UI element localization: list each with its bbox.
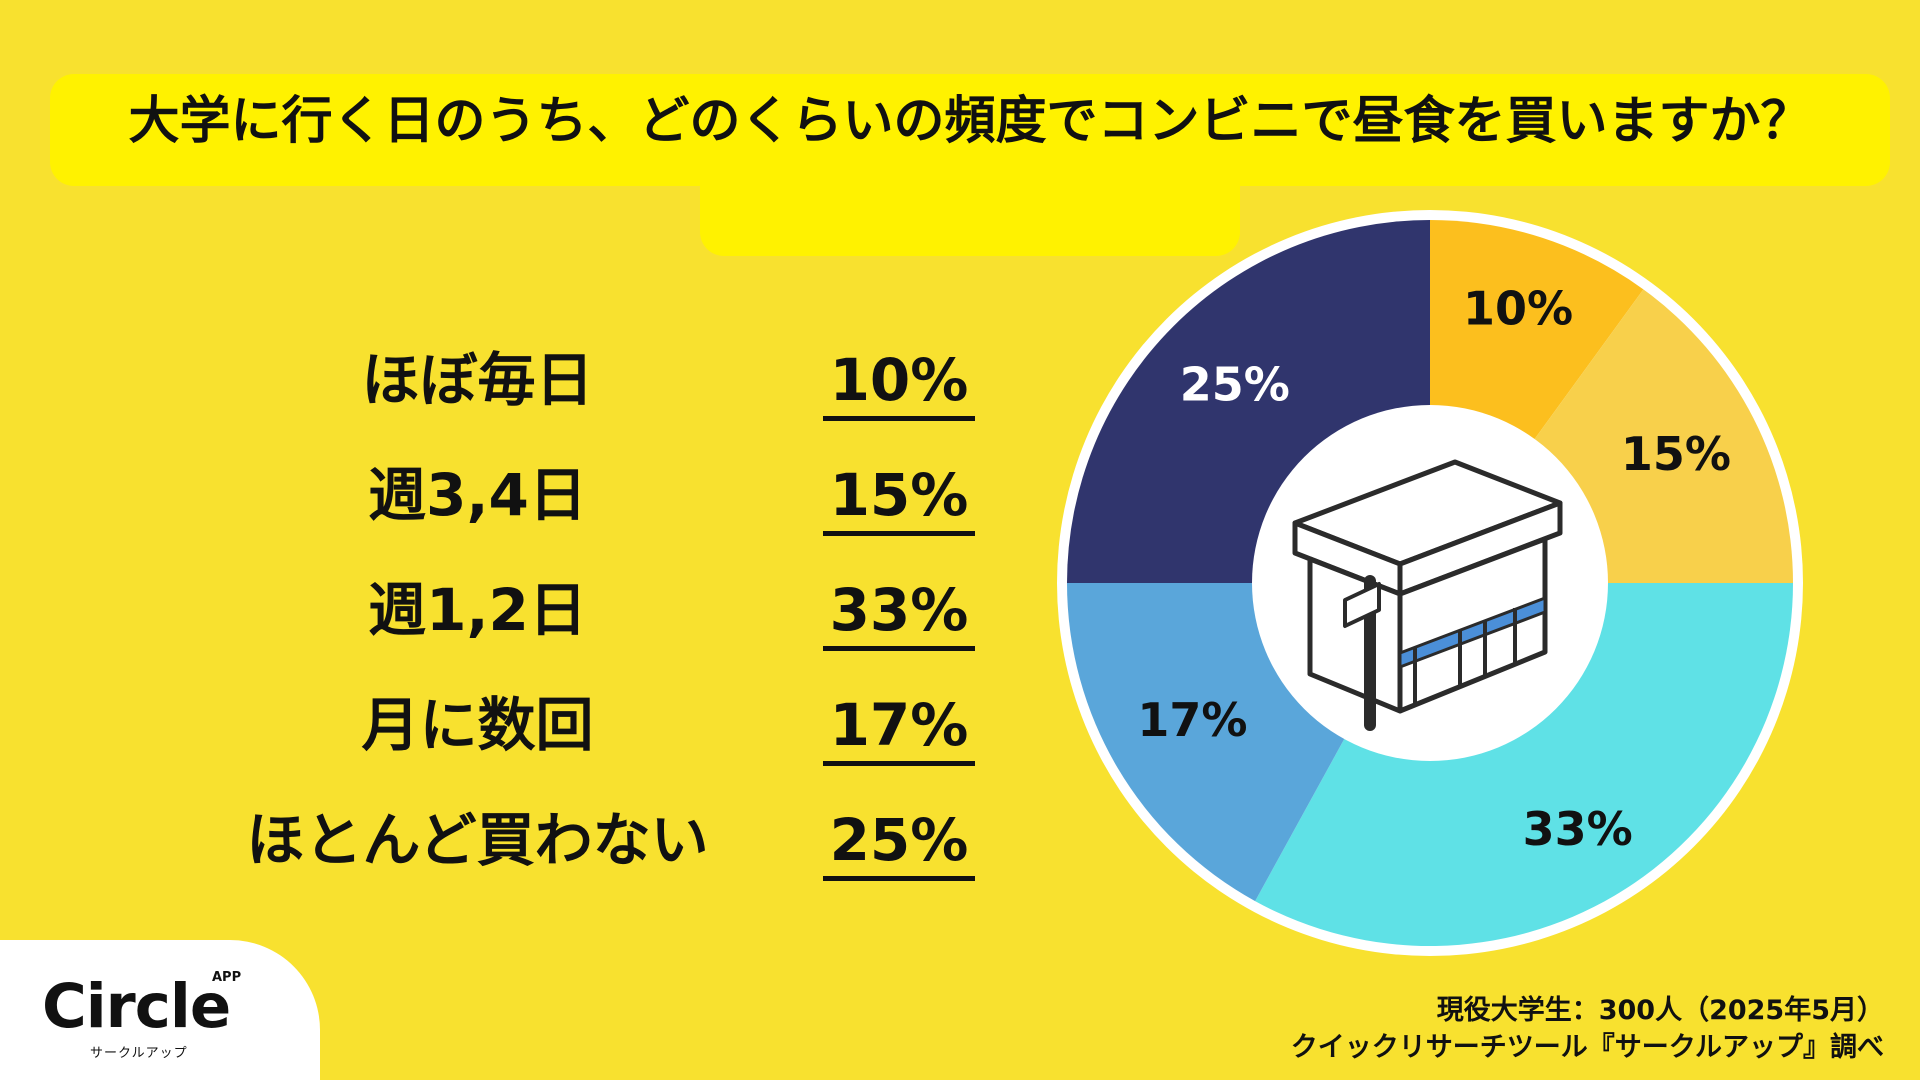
result-label-3-4-days: 週3,4日 xyxy=(368,461,587,529)
result-label-daily: ほぼ毎日 xyxy=(361,346,594,414)
convenience-store-icon xyxy=(1292,459,1563,731)
donut-chart-svg: 10% 15% 33% 17% 25% xyxy=(1057,210,1803,956)
result-row-daily: ほぼ毎日 10% xyxy=(170,340,1020,455)
pie-slice-label-3: 17% xyxy=(1137,693,1247,747)
result-value-3-4-days: 15% xyxy=(823,459,975,536)
result-label-1-2-days: 週1,2日 xyxy=(368,576,587,644)
result-row-few-times-month: 月に数回 17% xyxy=(170,685,1020,800)
logo-main-text: Circle xyxy=(42,971,231,1042)
result-list: ほぼ毎日 10% 週3,4日 15% 週1,2日 33% 月に数回 17% ほと… xyxy=(170,340,1020,915)
chart-title: 大学に行く日のうち、どのくらいの頻度でコンビニで昼食を買いますか？ xyxy=(128,92,1812,151)
result-value-daily: 10% xyxy=(823,344,975,421)
pie-slice-label-1: 15% xyxy=(1621,427,1731,481)
result-value-rarely: 25% xyxy=(823,804,975,881)
store-roof-right xyxy=(1397,500,1563,597)
result-label-few-times-month: 月に数回 xyxy=(361,691,594,759)
footnote-line-2: クイックリサーチツール『サークルアップ』調べ xyxy=(1290,1032,1884,1063)
pie-slice-label-2: 33% xyxy=(1523,802,1633,856)
result-label-rarely: ほとんど買わない xyxy=(246,806,709,874)
result-row-rarely: ほとんど買わない 25% xyxy=(170,800,1020,915)
result-value-few-times-month: 17% xyxy=(823,689,975,766)
donut-chart: 10% 15% 33% 17% 25% xyxy=(1055,208,1805,958)
pie-slice-label-4: 25% xyxy=(1180,357,1290,411)
result-row-1-2-days: 週1,2日 33% xyxy=(170,570,1020,685)
footnote-line-1: 現役大学生：300人（2025年5月） xyxy=(1436,995,1884,1026)
store-stripe xyxy=(1398,595,1547,670)
survey-footnote: 現役大学生：300人（2025年5月） クイックリサーチツール『サークルアップ』… xyxy=(1291,992,1884,1066)
logo-sub-text: サークルアップ xyxy=(90,1046,188,1061)
logo-background xyxy=(0,940,320,1080)
result-value-1-2-days: 33% xyxy=(823,574,975,651)
store-sign-board xyxy=(1343,582,1381,628)
pie-slice-label-0: 10% xyxy=(1463,281,1573,335)
result-row-3-4-days: 週3,4日 15% xyxy=(170,455,1020,570)
title-background-second-line xyxy=(700,160,1240,256)
logo-app-text: APP xyxy=(212,970,242,985)
circle-app-logo: Circle APP サークルアップ xyxy=(42,970,252,1064)
